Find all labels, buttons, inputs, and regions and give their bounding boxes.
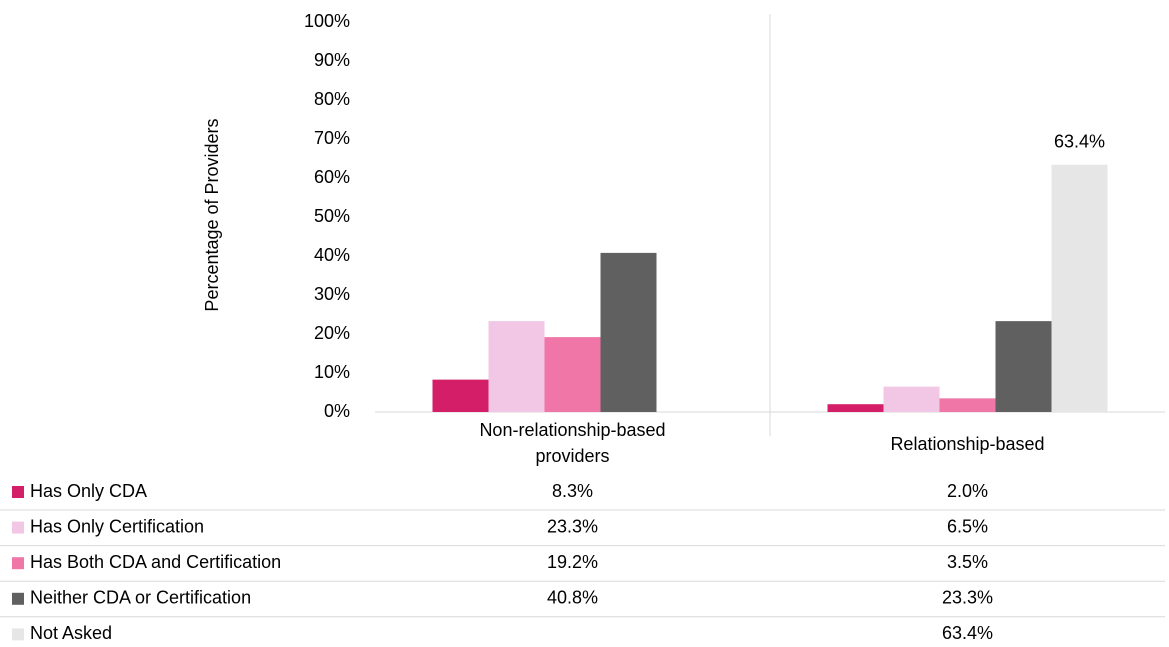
bar: [995, 321, 1052, 412]
legend-swatch: [12, 521, 24, 534]
y-tick-label: 90%: [314, 50, 350, 70]
legend-label: Has Only Certification: [30, 516, 204, 536]
legend-swatch: [12, 592, 24, 605]
bar: [544, 337, 601, 412]
y-tick-label: 60%: [314, 167, 350, 187]
bar: [883, 386, 940, 412]
table-cell: 40.8%: [547, 588, 598, 608]
bar: [600, 252, 657, 412]
bar: [1051, 164, 1108, 412]
legend-label: Neither CDA or Certification: [30, 588, 251, 608]
y-tick-label: 70%: [314, 128, 350, 148]
bar: [432, 379, 489, 412]
x-tick-label: Non-relationship-based providers: [479, 420, 666, 466]
x-tick-label: Relationship-based: [890, 434, 1045, 454]
legend-label: Has Only CDA: [30, 481, 147, 501]
y-tick-label: 100%: [304, 11, 350, 31]
y-tick-label: 40%: [314, 245, 350, 265]
y-tick-label: 30%: [314, 284, 350, 304]
bar: [488, 321, 545, 412]
y-tick-label: 0%: [324, 401, 350, 421]
y-tick-label: 20%: [314, 323, 350, 343]
table-cell: 6.5%: [947, 516, 988, 536]
legend-swatch: [12, 628, 24, 641]
table-cell: 3.5%: [947, 552, 988, 572]
y-tick-label: 10%: [314, 362, 350, 382]
table-cell: 2.0%: [947, 481, 988, 501]
legend-label: Not Asked: [30, 623, 112, 643]
table-cell: 63.4%: [942, 623, 993, 643]
y-tick-label: 80%: [314, 89, 350, 109]
table-cell: 23.3%: [547, 516, 598, 536]
bar: [939, 398, 996, 412]
legend-swatch: [12, 486, 24, 498]
table-cell: 8.3%: [552, 481, 593, 501]
table-cell: 19.2%: [547, 552, 598, 572]
legend-label: Has Both CDA and Certification: [30, 552, 281, 572]
y-axis-label: Percentage of Providers: [202, 118, 222, 311]
legend-swatch: [12, 557, 24, 570]
y-tick-label: 50%: [314, 206, 350, 226]
bar: [827, 404, 884, 412]
data-label: 63.4%: [1054, 131, 1105, 151]
table-cell: 23.3%: [942, 588, 993, 608]
